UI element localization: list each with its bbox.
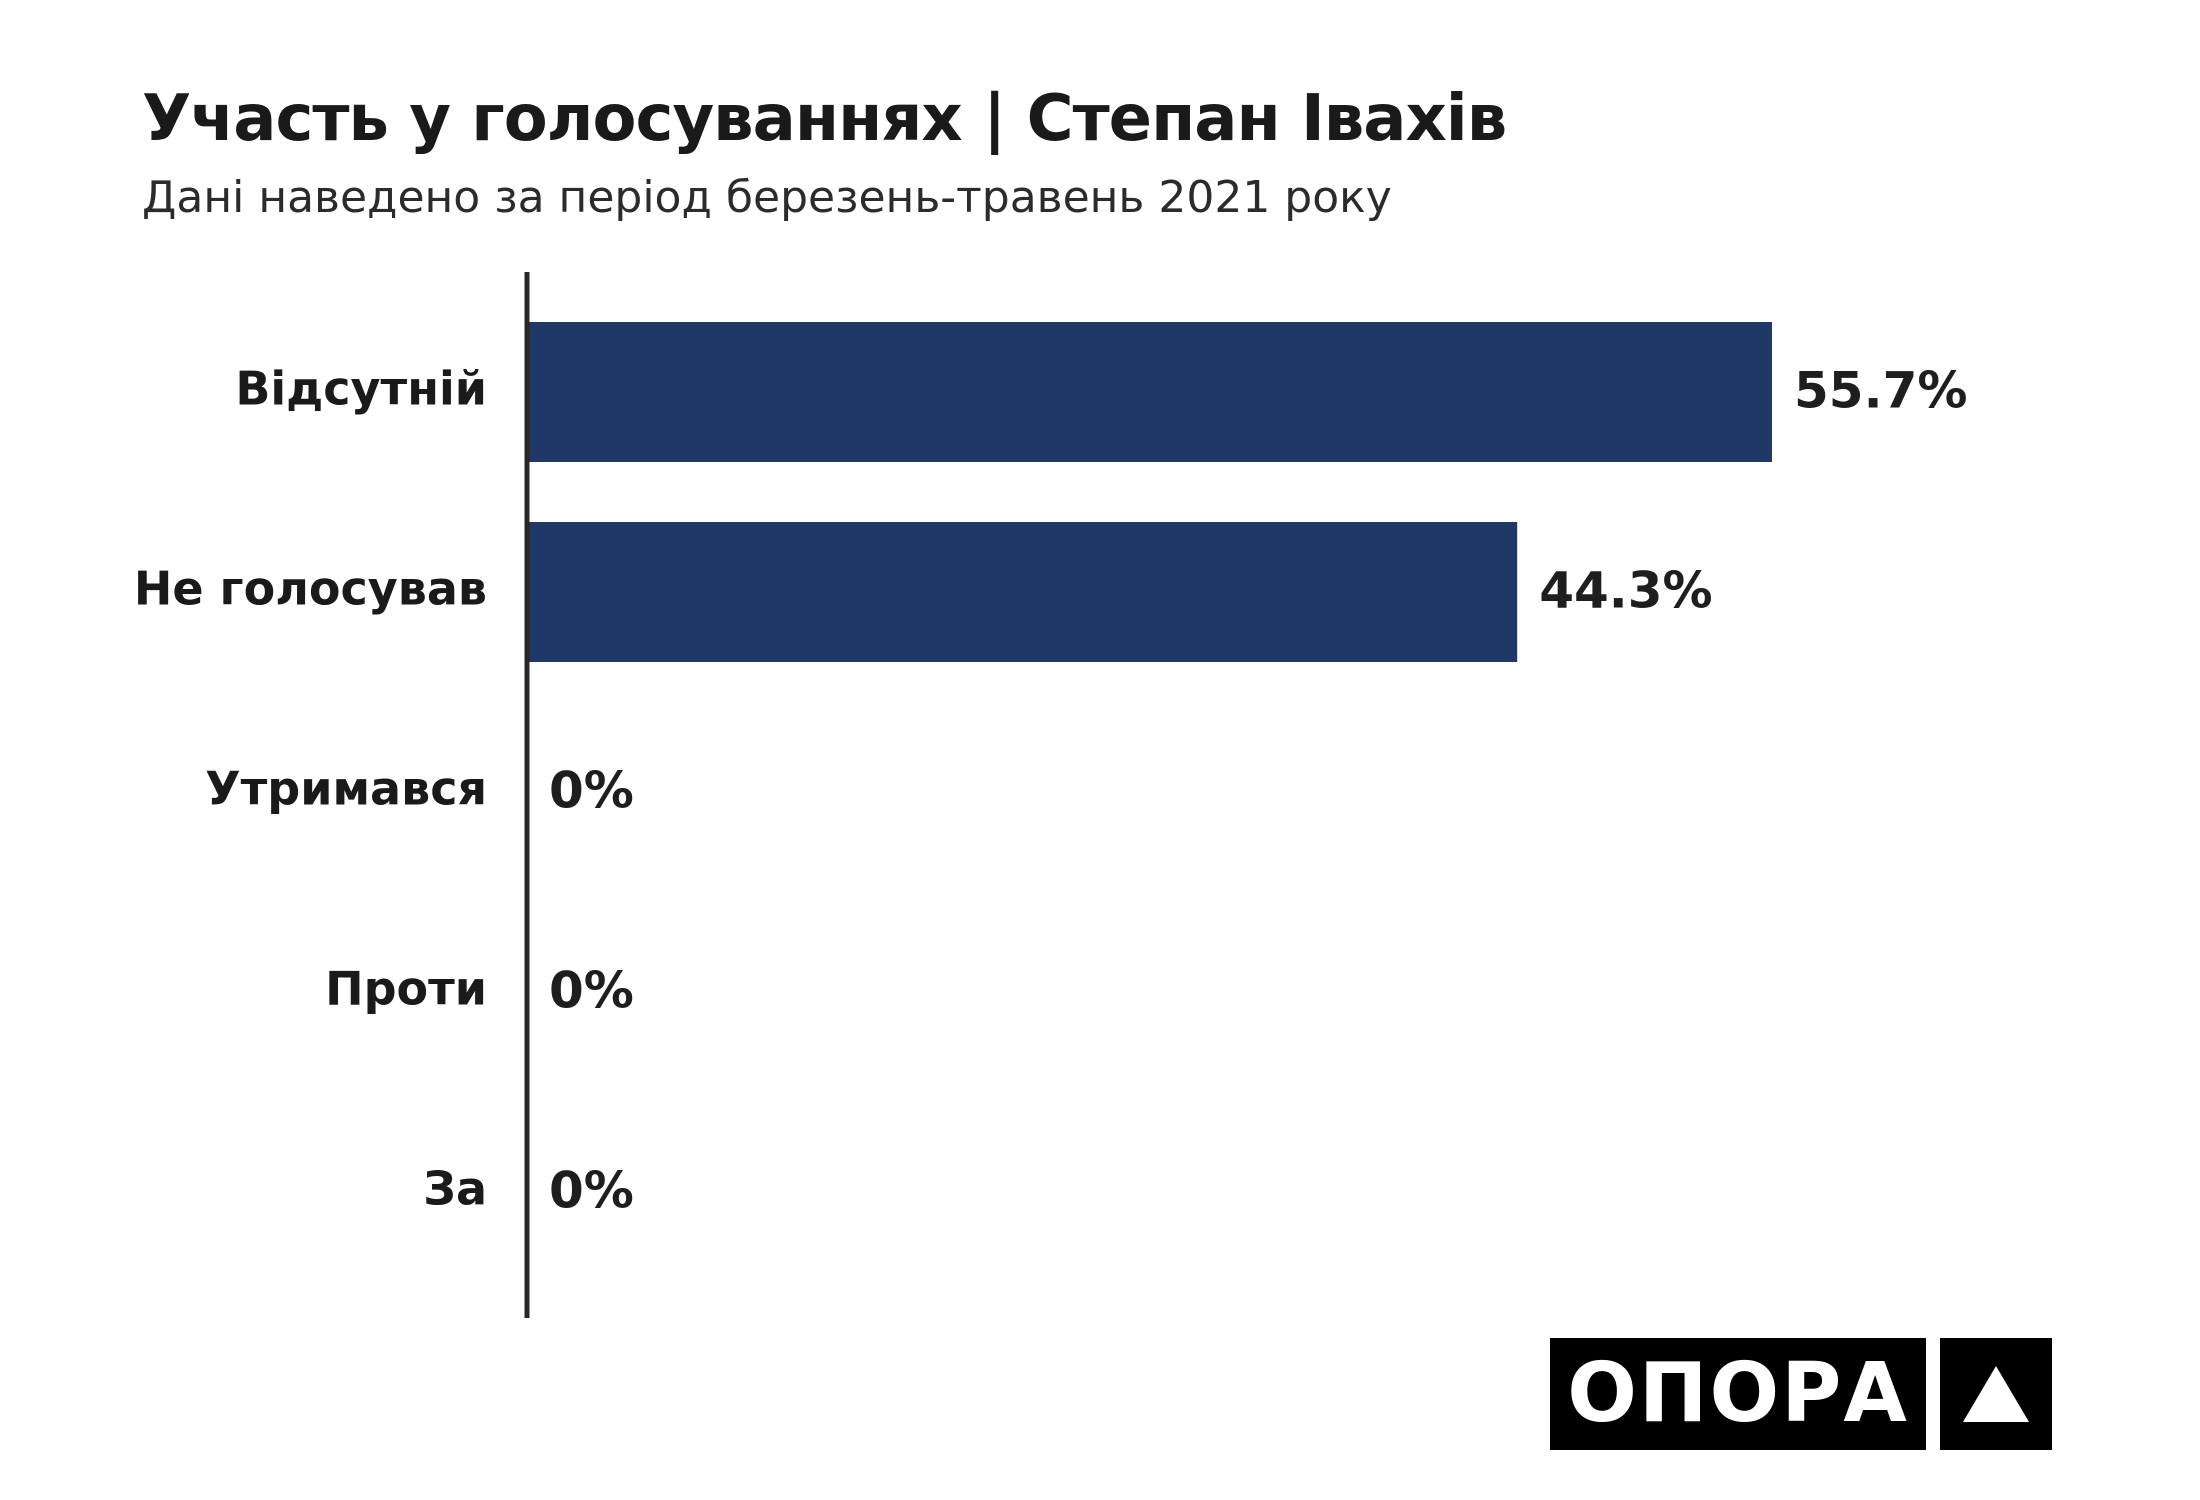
chart-subtitle: Дані наведено за період березень-травень… — [142, 172, 1392, 223]
bar-0 — [527, 322, 1772, 462]
logo-text-box: ОПОРА — [1550, 1338, 1926, 1450]
category-label-3: Проти — [325, 962, 487, 1016]
triangle-icon — [1963, 1366, 2029, 1422]
bars-layer — [527, 322, 1772, 662]
category-label-2: Утримався — [205, 762, 487, 816]
value-label-3: 0% — [549, 962, 634, 1020]
bar-1 — [527, 522, 1518, 662]
value-label-4: 0% — [549, 1162, 634, 1220]
value-label-0: 55.7% — [1794, 362, 1967, 420]
value-label-1: 44.3% — [1539, 562, 1712, 620]
opora-logo: ОПОРА — [1550, 1338, 2052, 1450]
value-label-2: 0% — [549, 762, 634, 820]
logo-mark-box — [1940, 1338, 2052, 1450]
labels-layer: Відсутній 55.7% Не голосував 44.3% Утримався… — [134, 362, 1968, 1220]
logo-text: ОПОРА — [1567, 1346, 1909, 1441]
category-label-1: Не голосував — [134, 562, 487, 616]
chart-title: Участь у голосуваннях | Степан Івахів — [142, 82, 1507, 156]
category-label-0: Відсутній — [235, 362, 487, 416]
category-label-4: За — [423, 1162, 487, 1216]
